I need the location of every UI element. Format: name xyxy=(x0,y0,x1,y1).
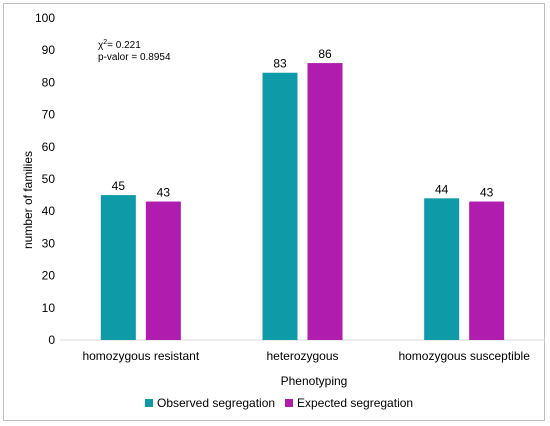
legend: Observed segregation Expected segregation xyxy=(145,396,413,410)
legend-label: Observed segregation xyxy=(157,396,275,410)
stats-annotation: χ2= 0.221 p-valor = 0.8954 xyxy=(98,39,171,63)
bar-expected xyxy=(307,63,343,341)
chi-symbol: χ xyxy=(98,40,104,51)
y-tick-label: 90 xyxy=(42,43,56,57)
y-tick-label: 20 xyxy=(42,269,56,283)
y-axis-title: number of families xyxy=(21,151,35,249)
y-tick-label: 40 xyxy=(42,204,56,218)
bar-observed xyxy=(100,195,136,340)
bar-expected xyxy=(145,201,181,340)
x-axis-title: Phenotyping xyxy=(281,374,348,388)
y-tick-label: 50 xyxy=(42,172,56,186)
bar-value-label: 45 xyxy=(112,179,126,193)
y-tick-label: 60 xyxy=(42,140,56,154)
chi-value: = 0.221 xyxy=(107,40,141,51)
category-label: homozygous susceptible xyxy=(398,349,530,363)
bar-value-label: 83 xyxy=(273,57,287,71)
p-value-annotation: p-valor = 0.8954 xyxy=(98,52,171,63)
legend-swatch xyxy=(145,399,153,407)
category-label: heterozygous xyxy=(266,349,338,363)
y-tick-label: 30 xyxy=(42,236,56,250)
bar-value-label: 43 xyxy=(480,186,494,200)
y-axis-ticks: 0 10 20 30 40 50 60 70 80 90 100 xyxy=(35,11,55,347)
bar-observed xyxy=(262,72,298,341)
category-labels-group: homozygous resistant heterozygous homozygo… xyxy=(82,349,530,363)
bars-group xyxy=(100,63,505,341)
chi-square-annotation: χ2= 0.221 xyxy=(98,39,141,51)
legend-swatch xyxy=(285,399,293,407)
bar-expected xyxy=(469,201,505,340)
legend-label: Expected segregation xyxy=(297,396,413,410)
y-tick-label: 10 xyxy=(42,301,56,315)
bar-value-label: 86 xyxy=(318,47,332,61)
chi-superscript: 2 xyxy=(103,39,107,46)
bar-value-label: 43 xyxy=(157,186,171,200)
category-label: homozygous resistant xyxy=(82,349,199,363)
bar-value-label: 44 xyxy=(435,182,449,196)
y-tick-label: 100 xyxy=(35,11,55,25)
y-tick-label: 0 xyxy=(48,333,55,347)
y-tick-label: 80 xyxy=(42,75,56,89)
y-tick-label: 70 xyxy=(42,108,56,122)
bar-observed xyxy=(424,198,460,340)
data-labels-group: 45 43 83 86 44 43 xyxy=(112,47,494,199)
